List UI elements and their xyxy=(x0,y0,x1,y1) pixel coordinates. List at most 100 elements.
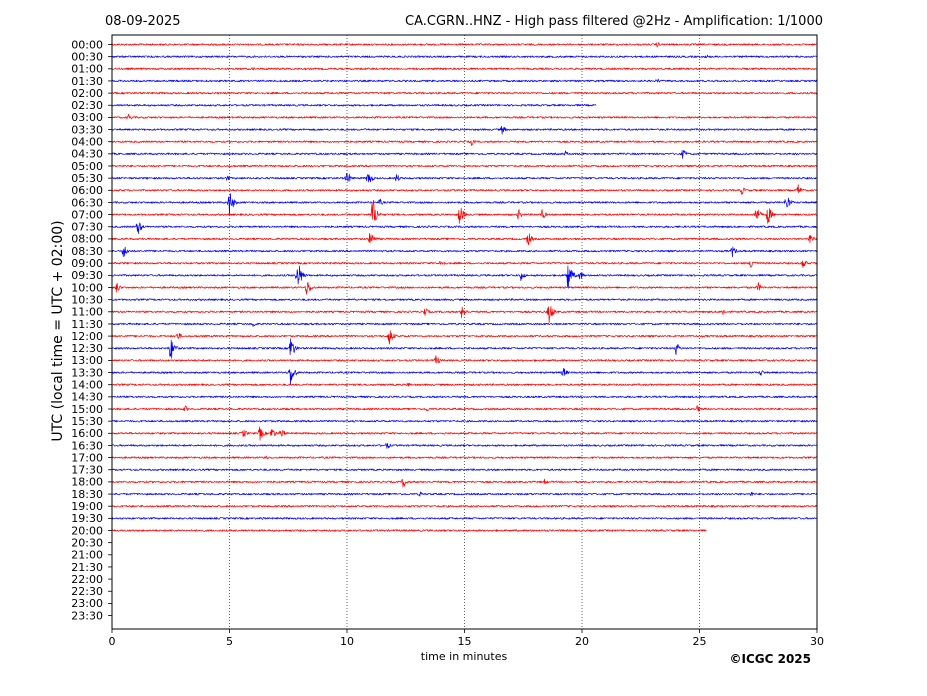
trace-15:30 xyxy=(111,419,818,423)
y-tick-label: 01:30 xyxy=(71,75,103,88)
y-tick-label: 18:30 xyxy=(71,488,103,501)
y-tick-label: 09:30 xyxy=(71,269,103,282)
date-label: 08-09-2025 xyxy=(105,14,181,29)
trace-16:00 xyxy=(111,426,818,441)
trace-16:30 xyxy=(111,442,818,449)
trace-13:30 xyxy=(111,368,818,385)
y-tick-label: 12:30 xyxy=(71,342,103,355)
y-tick-label: 09:00 xyxy=(71,257,103,270)
y-tick-label: 10:00 xyxy=(71,281,103,294)
y-tick-label: 00:30 xyxy=(71,50,103,63)
trace-15:00 xyxy=(111,405,818,412)
y-tick-label: 18:00 xyxy=(71,476,103,489)
y-tick-label: 22:30 xyxy=(71,585,103,598)
trace-11:30 xyxy=(111,322,818,327)
trace-09:00 xyxy=(111,260,818,268)
y-tick-label: 15:30 xyxy=(71,415,103,428)
y-tick-label: 17:30 xyxy=(71,464,103,477)
x-axis-label: time in minutes xyxy=(421,650,508,663)
y-tick-label: 08:00 xyxy=(71,233,103,246)
y-tick-label: 11:00 xyxy=(71,306,103,319)
trace-20:00 xyxy=(111,529,707,532)
trace-06:00 xyxy=(111,184,818,196)
y-tick-label: 14:30 xyxy=(71,391,103,404)
y-tick-label: 07:00 xyxy=(71,208,103,221)
y-tick-label: 00:00 xyxy=(71,38,103,51)
trace-11:00 xyxy=(111,306,818,324)
copyright-label: ©ICGC 2025 xyxy=(729,652,811,666)
y-tick-label: 08:30 xyxy=(71,245,103,258)
y-tick-label: 03:00 xyxy=(71,111,103,124)
y-tick-label: 16:30 xyxy=(71,439,103,452)
trace-10:30 xyxy=(111,298,818,301)
trace-08:30 xyxy=(111,246,818,258)
y-tick-label: 14:00 xyxy=(71,379,103,392)
x-tick-label: 25 xyxy=(693,635,707,648)
trace-00:00 xyxy=(111,42,818,48)
trace-03:00 xyxy=(111,113,818,120)
x-tick-label: 30 xyxy=(810,635,824,648)
y-tick-label: 06:30 xyxy=(71,196,103,209)
trace-07:30 xyxy=(111,222,818,234)
x-tick-label: 5 xyxy=(226,635,233,648)
trace-14:30 xyxy=(111,395,818,399)
trace-05:30 xyxy=(111,172,818,183)
y-tick-label: 13:00 xyxy=(71,354,103,367)
y-tick-label: 23:30 xyxy=(71,609,103,622)
y-tick-label: 12:00 xyxy=(71,330,103,343)
y-tick-label: 01:00 xyxy=(71,63,103,76)
y-tick-label: 02:30 xyxy=(71,99,103,112)
y-tick-label: 19:00 xyxy=(71,500,103,513)
y-tick-label: 21:00 xyxy=(71,549,103,562)
trace-17:30 xyxy=(111,468,818,471)
y-tick-label: 07:30 xyxy=(71,221,103,234)
trace-17:00 xyxy=(111,455,818,460)
y-tick-label: 16:00 xyxy=(71,427,103,440)
trace-04:30 xyxy=(111,150,818,159)
trace-10:00 xyxy=(111,282,818,295)
y-tick-label: 03:30 xyxy=(71,123,103,136)
trace-12:30 xyxy=(111,338,818,359)
chart-title: CA.CGRN..HNZ - High pass filtered @2Hz -… xyxy=(405,14,823,29)
trace-00:30 xyxy=(111,54,818,59)
trace-09:30 xyxy=(111,265,818,289)
y-tick-label: 04:00 xyxy=(71,136,103,149)
trace-01:30 xyxy=(111,78,818,83)
x-tick-label: 15 xyxy=(458,635,472,648)
y-tick-label: 22:00 xyxy=(71,573,103,586)
y-tick-label: 05:00 xyxy=(71,160,103,173)
trace-12:00 xyxy=(111,330,818,345)
y-tick-label: 10:30 xyxy=(71,293,103,306)
trace-19:00 xyxy=(111,504,818,508)
y-axis-label: UTC (local time = UTC + 02:00) xyxy=(50,220,66,441)
trace-02:00 xyxy=(111,91,818,95)
trace-02:30 xyxy=(111,104,597,107)
x-tick-label: 10 xyxy=(340,635,354,648)
x-tick-label: 20 xyxy=(575,635,589,648)
seismic-traces xyxy=(111,42,818,532)
y-tick-label: 19:30 xyxy=(71,512,103,525)
trace-07:00 xyxy=(111,199,818,224)
y-tick-label: 21:30 xyxy=(71,561,103,574)
y-tick-label: 04:30 xyxy=(71,148,103,161)
trace-01:00 xyxy=(111,67,818,71)
y-tick-label: 02:00 xyxy=(71,87,103,100)
trace-19:30 xyxy=(111,516,818,520)
x-axis-ticks: 0 5 10 15 20 25 30 xyxy=(109,629,824,648)
y-tick-label: 06:00 xyxy=(71,184,103,197)
y-tick-label: 17:00 xyxy=(71,451,103,464)
trace-06:30 xyxy=(111,193,818,215)
x-tick-label: 0 xyxy=(109,635,116,648)
y-tick-label: 13:30 xyxy=(71,366,103,379)
y-tick-label: 15:00 xyxy=(71,403,103,416)
trace-14:00 xyxy=(111,382,818,387)
y-tick-label: 20:30 xyxy=(71,536,103,549)
y-tick-label: 23:00 xyxy=(71,597,103,610)
y-tick-label: 20:00 xyxy=(71,524,103,537)
trace-18:00 xyxy=(111,478,818,488)
trace-08:00 xyxy=(111,232,818,246)
y-tick-label: 11:30 xyxy=(71,318,103,331)
y-tick-label: 05:30 xyxy=(71,172,103,185)
y-axis-ticks: 00:0000:3001:0001:3002:0002:3003:0003:30… xyxy=(71,38,112,622)
